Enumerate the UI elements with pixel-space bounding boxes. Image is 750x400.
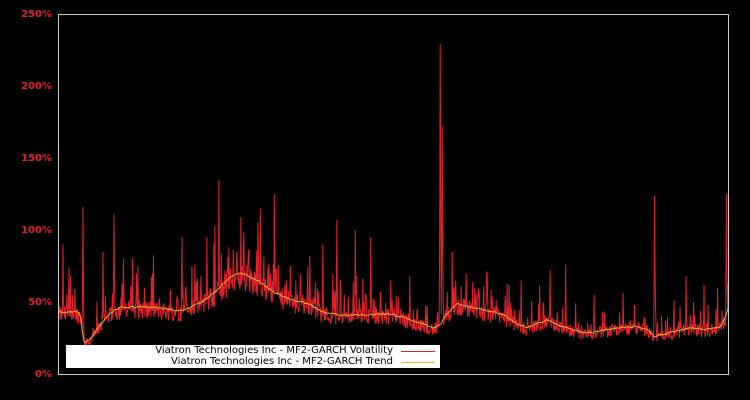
y-tick-label-150: 150% xyxy=(21,153,52,164)
y-tick-label-100: 100% xyxy=(21,225,52,236)
y-tick-label-50: 50% xyxy=(28,297,52,308)
volatility-line xyxy=(58,44,729,348)
trend-line xyxy=(58,272,729,344)
legend-item-volatility: Viatron Technologies Inc - MF2-GARCH Vol… xyxy=(155,345,440,357)
legend-item-trend: Viatron Technologies Inc - MF2-GARCH Tre… xyxy=(171,356,440,368)
legend-swatch-trend xyxy=(401,361,435,363)
y-tick-label-0: 0% xyxy=(35,369,52,380)
plot-frame xyxy=(58,14,729,375)
legend-swatch-volatility xyxy=(401,350,435,352)
y-tick-label-200: 200% xyxy=(21,81,52,92)
legend-label-volatility: Viatron Technologies Inc - MF2-GARCH Vol… xyxy=(155,345,393,356)
legend-label-trend: Viatron Technologies Inc - MF2-GARCH Tre… xyxy=(171,356,393,367)
series-layer xyxy=(58,44,729,348)
chart-legend: Viatron Technologies Inc - MF2-GARCH Vol… xyxy=(66,345,440,368)
y-tick-label-250: 250% xyxy=(21,9,52,20)
